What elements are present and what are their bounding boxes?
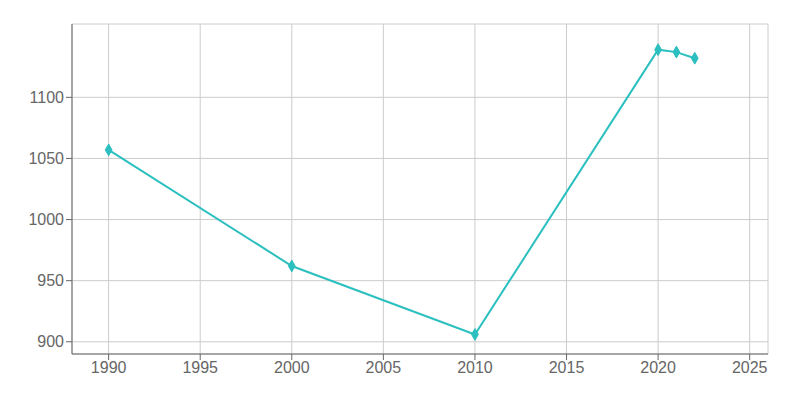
- svg-text:1050: 1050: [28, 150, 64, 167]
- svg-text:2020: 2020: [640, 359, 676, 376]
- svg-text:900: 900: [37, 333, 64, 350]
- svg-text:2025: 2025: [732, 359, 768, 376]
- svg-text:2015: 2015: [549, 359, 585, 376]
- svg-text:1995: 1995: [182, 359, 218, 376]
- svg-text:2010: 2010: [457, 359, 493, 376]
- svg-text:1100: 1100: [30, 89, 65, 106]
- svg-text:2005: 2005: [366, 359, 402, 376]
- svg-text:1000: 1000: [28, 211, 64, 228]
- svg-text:950: 950: [37, 272, 64, 289]
- svg-text:2000: 2000: [274, 359, 310, 376]
- svg-text:1990: 1990: [91, 359, 127, 376]
